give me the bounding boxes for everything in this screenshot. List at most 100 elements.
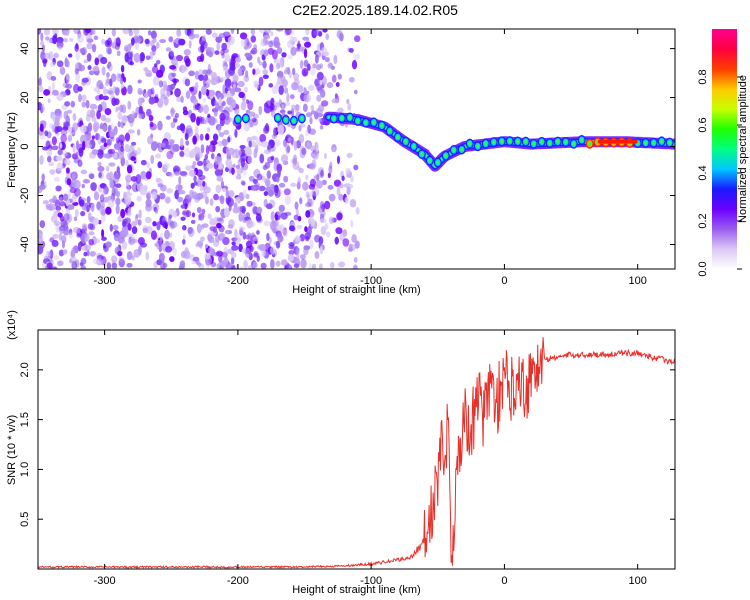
noise-blob (49, 61, 56, 68)
noise-blob (45, 140, 51, 150)
noise-blob (250, 135, 258, 141)
noise-blob (177, 196, 184, 203)
noise-blob (297, 40, 301, 50)
noise-blob (308, 128, 317, 135)
noise-blob (347, 103, 352, 111)
noise-blob (264, 161, 271, 169)
noise-blob (319, 89, 326, 98)
noise-blob (292, 67, 296, 76)
ridge-blob (580, 137, 584, 142)
noise-blob (263, 35, 267, 41)
noise-blob (73, 156, 80, 164)
noise-blob (105, 206, 112, 215)
noise-blob (120, 141, 124, 149)
noise-blob (324, 222, 329, 230)
noise-blob (118, 134, 125, 143)
noise-blob (179, 170, 188, 176)
noise-blob (285, 264, 293, 269)
noise-blob (267, 189, 274, 197)
noise-blob (355, 206, 360, 215)
noise-blob (335, 227, 343, 235)
noise-blob (66, 109, 73, 114)
noise-blob (109, 223, 113, 232)
noise-blob (305, 29, 310, 36)
colorbar-tick-label: 0.4 (697, 165, 709, 180)
noise-blob (87, 212, 92, 221)
noise-blob (260, 262, 267, 269)
y-tick-label-bottom: 0.5 (19, 512, 31, 527)
noise-blob (111, 186, 116, 197)
noise-blob (227, 36, 235, 46)
noise-blob (241, 248, 247, 254)
noise-blob (168, 214, 173, 219)
ridge-blob (588, 141, 592, 146)
noise-blob (179, 123, 186, 132)
noise-blob (205, 133, 210, 141)
noise-blob (61, 150, 68, 157)
noise-blob (320, 46, 328, 57)
noise-blob (280, 212, 288, 220)
noise-blob (75, 50, 81, 61)
noise-blob (302, 103, 308, 112)
noise-blob (93, 258, 100, 265)
noise-blob (327, 184, 334, 190)
noise-blob (188, 33, 196, 40)
noise-blob (230, 252, 237, 259)
noise-blob (89, 103, 98, 110)
noise-blob (138, 113, 144, 119)
noise-blob (149, 121, 154, 128)
noise-blob (348, 48, 354, 53)
noise-blob (219, 232, 226, 239)
noise-blob (58, 224, 66, 234)
noise-blob (136, 195, 142, 202)
noise-blob (211, 32, 218, 38)
noise-blob (148, 96, 156, 105)
noise-blob (224, 54, 231, 62)
noise-blob (58, 196, 64, 203)
noise-blob (38, 29, 42, 35)
noise-blob (292, 157, 297, 166)
noise-blob (223, 262, 232, 269)
ridge-blob (244, 116, 248, 121)
noise-blob (79, 134, 87, 145)
noise-blob (170, 58, 178, 66)
noise-blob (71, 173, 76, 182)
noise-blob (57, 46, 63, 51)
noise-blob (310, 104, 315, 111)
x-tick-label-top: -200 (227, 275, 249, 287)
noise-blob (257, 84, 261, 91)
noise-blob (194, 81, 199, 92)
noise-blob (173, 171, 180, 176)
noise-blob (51, 89, 59, 96)
noise-blob (242, 189, 247, 199)
noise-blob (243, 122, 251, 132)
noise-blob (312, 152, 319, 160)
noise-blob (280, 259, 288, 266)
noise-blob (227, 147, 235, 156)
noise-blob (46, 155, 52, 163)
noise-blob (208, 246, 214, 255)
noise-blob (86, 53, 92, 62)
noise-blob (39, 220, 46, 229)
noise-blob (173, 210, 177, 218)
noise-blob (296, 165, 301, 171)
noise-blob (241, 181, 246, 186)
noise-blob (278, 85, 284, 96)
noise-blob (351, 234, 357, 243)
noise-blob (41, 173, 45, 182)
noise-blob (240, 266, 244, 269)
noise-blob (210, 261, 217, 268)
noise-blob (256, 182, 261, 190)
noise-blob (38, 229, 43, 239)
noise-blob (350, 175, 354, 183)
noise-blob (184, 132, 189, 141)
noise-blob (91, 149, 99, 156)
noise-blob (123, 76, 127, 83)
noise-blob (230, 256, 235, 265)
noise-blob (64, 152, 72, 159)
noise-blob (89, 250, 96, 257)
noise-blob (315, 142, 319, 153)
noise-blob (44, 130, 49, 137)
noise-blob (159, 39, 167, 44)
noise-blob (58, 249, 65, 257)
